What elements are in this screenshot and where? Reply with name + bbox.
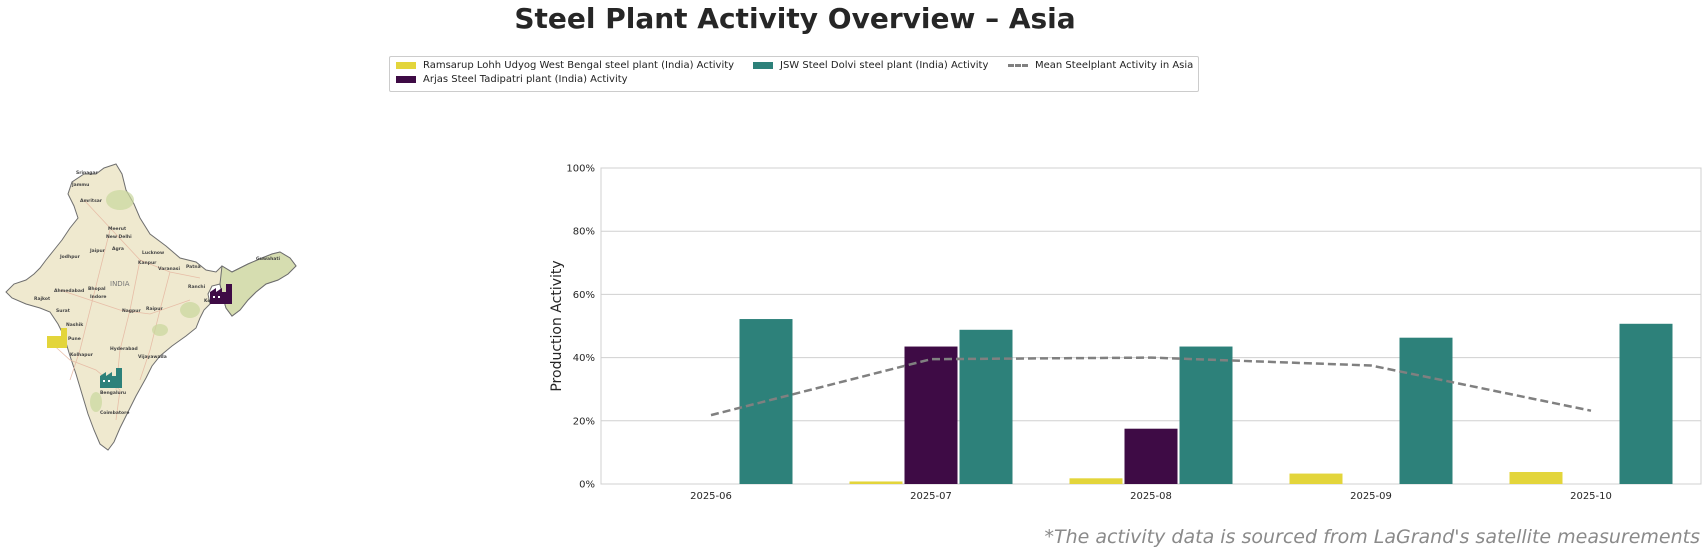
y-tick-label: 40% [573, 353, 595, 364]
bar [1509, 471, 1563, 484]
factory-icon [100, 368, 122, 388]
city-label: Ranchi [188, 284, 206, 290]
y-tick-label: 60% [573, 290, 595, 301]
bar [904, 346, 958, 484]
city-label: Vijayawada [138, 354, 167, 360]
x-tick-label: 2025-08 [1130, 491, 1172, 502]
bar [739, 319, 793, 484]
city-label: Amritsar [80, 198, 103, 204]
legend-label-jsw: JSW Steel Dolvi steel plant (India) Acti… [780, 60, 989, 71]
y-tick-label: 80% [573, 227, 595, 238]
chart-title: Steel Plant Activity Overview – Asia [514, 2, 1076, 35]
x-tick-label: 2025-09 [1350, 491, 1392, 502]
bar [1179, 346, 1233, 484]
city-label: Ahmedabad [54, 288, 84, 294]
city-label: Jaipur [89, 248, 106, 254]
legend-label-mean: Mean Steelplant Activity in Asia [1035, 60, 1194, 71]
legend-item-mean: Mean Steelplant Activity in Asia [1008, 60, 1193, 71]
legend-swatch-jsw [753, 62, 773, 69]
terrain-patches [90, 190, 200, 412]
city-label: Coimbatore [100, 410, 129, 416]
city-label: Indore [90, 294, 106, 300]
city-label: Jodhpur [59, 254, 81, 260]
legend-dash-mean [1008, 64, 1028, 67]
bar [1289, 473, 1343, 484]
city-label: Surat [56, 308, 71, 314]
city-label: Agra [112, 246, 124, 252]
city-label: Lucknow [142, 250, 164, 256]
city-label: Bengaluru [100, 390, 126, 396]
y-tick-label: 0% [579, 480, 595, 491]
legend: Ramsarup Lohh Udyog West Bengal steel pl… [389, 56, 1199, 92]
city-label: Srinagar [76, 170, 99, 176]
bar-chart: 0% 20% 40% 60% 80% 100% Production Activity 202… [549, 164, 1702, 502]
factory-icon [47, 328, 67, 348]
bar [959, 329, 1013, 484]
bar [1124, 428, 1178, 484]
city-label: Jammu [71, 182, 89, 188]
mean-line [710, 356, 1592, 417]
city-label: New Delhi [106, 234, 132, 240]
city-label: Meerut [108, 226, 127, 232]
x-tick-label: 2025-07 [910, 491, 952, 502]
city-label: Nashik [66, 322, 84, 328]
y-axis-label: Production Activity [549, 260, 565, 391]
bar [1069, 478, 1123, 484]
city-label: Hyderabad [110, 346, 138, 352]
footnote: *The activity data is sourced from LaGra… [1044, 526, 1700, 548]
legend-item-jsw: JSW Steel Dolvi steel plant (India) Acti… [753, 60, 988, 71]
bar [849, 481, 903, 484]
factory-icon [210, 284, 232, 304]
city-label: Rajkot [34, 296, 51, 302]
y-tick-label: 100% [566, 164, 595, 175]
y-tick-label: 20% [573, 416, 595, 427]
legend-label-arjas: Arjas Steel Tadipatri plant (India) Acti… [423, 74, 628, 85]
city-label: Varanasi [158, 266, 180, 272]
city-label: Kolhapur [70, 352, 94, 358]
india-map: INDIA Srinagar Jammu Amritsar Meerut New… [5, 163, 297, 451]
legend-swatch-ramsarup [396, 62, 416, 69]
city-label: Patna [186, 264, 201, 270]
x-tick-label: 2025-06 [690, 491, 732, 502]
legend-label-ramsarup: Ramsarup Lohh Udyog West Bengal steel pl… [423, 60, 735, 71]
bar [1399, 337, 1453, 484]
legend-item-arjas: Arjas Steel Tadipatri plant (India) Acti… [396, 74, 628, 85]
city-label: Guwahati [256, 256, 280, 262]
city-label: Kanpur [138, 260, 157, 266]
bar [1619, 323, 1673, 484]
city-label: Raipur [146, 306, 163, 312]
legend-item-ramsarup: Ramsarup Lohh Udyog West Bengal steel pl… [396, 60, 734, 71]
northeast-region [219, 251, 297, 317]
city-label: Bhopal [88, 286, 106, 292]
x-tick-label: 2025-10 [1570, 491, 1612, 502]
city-label: Pune [68, 336, 81, 342]
map-country-label: INDIA [110, 280, 130, 288]
city-label: Nagpur [122, 308, 141, 314]
legend-swatch-arjas [396, 76, 416, 83]
